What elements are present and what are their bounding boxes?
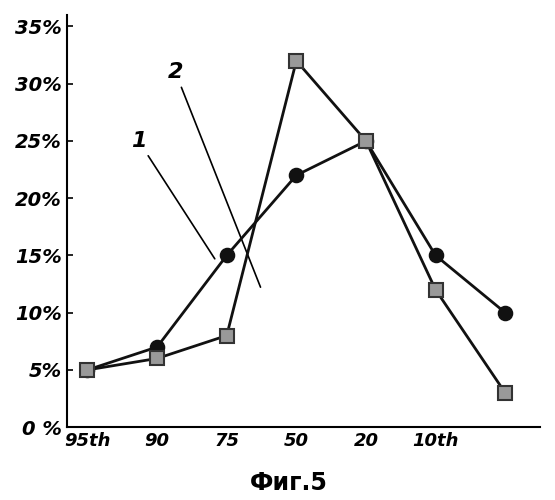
Text: 1: 1 <box>130 130 215 259</box>
Text: Фиг.5: Фиг.5 <box>250 471 327 495</box>
Text: 2: 2 <box>168 62 260 287</box>
